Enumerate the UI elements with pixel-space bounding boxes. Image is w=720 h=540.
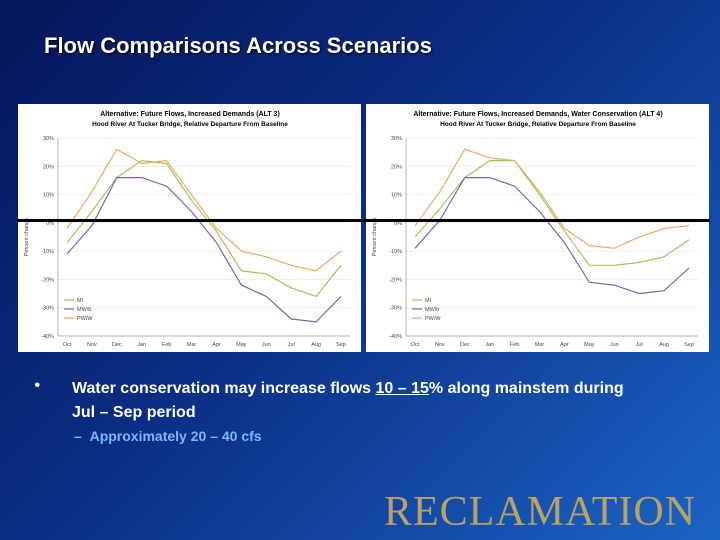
legend-label: PW/W [77, 316, 93, 322]
x-tick-label: Jun [610, 342, 619, 348]
chart-alt3: Alternative: Future Flows, Increased Dem… [24, 111, 350, 348]
x-tick-label: Jan [137, 342, 146, 348]
bullet-item: • Water conservation may increase flows … [30, 377, 632, 425]
series-line-mi [66, 159, 342, 298]
y-tick-label: 0% [394, 221, 402, 227]
x-tick-label: Apr [212, 342, 221, 348]
x-tick-label: Sep [336, 342, 346, 348]
x-tick-label: Nov [87, 342, 97, 348]
y-tick-label: 0% [46, 221, 54, 227]
legend-label: MI [425, 298, 432, 304]
series-line-pw-w [414, 148, 690, 249]
x-tick-label: Oct [411, 342, 420, 348]
bullet-dot: • [30, 377, 41, 394]
x-tick-label: Aug [311, 342, 321, 348]
x-tick-label: Feb [162, 342, 171, 348]
y-tick-label: 30% [43, 136, 54, 142]
x-tick-label: Mar [535, 342, 545, 348]
x-tick-label: Aug [659, 342, 669, 348]
x-tick-label: Nov [435, 342, 445, 348]
chart-title: Alternative: Future Flows, Increased Dem… [413, 111, 662, 118]
y-axis-label: Percent change [372, 218, 378, 257]
y-tick-label: -40% [389, 334, 402, 340]
reclamation-logo: RECLAMATION [384, 489, 696, 535]
x-tick-label: Jun [262, 342, 271, 348]
legend-label: PW/W [425, 316, 441, 322]
series-line-mi [414, 159, 690, 266]
y-tick-label: 10% [391, 193, 402, 199]
bullet-text: Water conservation may increase flows 10… [72, 380, 624, 421]
y-axis-label: Percent change [24, 218, 30, 257]
series-line-mw-b [66, 176, 342, 323]
y-tick-label: 20% [43, 164, 54, 170]
x-tick-label: Jul [288, 342, 295, 348]
y-tick-label: 10% [43, 193, 54, 199]
legend-label: MW/b [77, 307, 91, 313]
x-tick-label: Jan [485, 342, 494, 348]
x-tick-label: Jul [636, 342, 643, 348]
x-tick-label: Dec [112, 342, 122, 348]
chart-title: Alternative: Future Flows, Increased Dem… [100, 111, 280, 118]
legend-label: MW/b [425, 307, 439, 313]
sub-bullet: – Approximately 20 – 40 cfs [74, 428, 262, 444]
chart-panel-alt3: Alternative: Future Flows, Increased Dem… [18, 104, 361, 352]
y-tick-label: -20% [41, 277, 54, 283]
x-tick-label: May [584, 342, 595, 348]
y-tick-label: -40% [41, 334, 54, 340]
y-tick-label: -20% [389, 277, 402, 283]
y-tick-label: 20% [391, 164, 402, 170]
x-tick-label: May [236, 342, 247, 348]
series-line-pw-w [66, 148, 342, 272]
chart-subtitle: Hood River At Tucker Bridge, Relative De… [92, 121, 288, 128]
bullet-list: • Water conservation may increase flows … [30, 377, 632, 425]
chart-alt4: Alternative: Future Flows, Increased Dem… [372, 111, 698, 348]
x-tick-label: Apr [560, 342, 569, 348]
series-line-mw-b [414, 176, 690, 295]
x-tick-label: Mar [187, 342, 197, 348]
x-tick-label: Dec [460, 342, 470, 348]
slide-title: Flow Comparisons Across Scenarios [44, 33, 432, 58]
chart-subtitle: Hood River At Tucker Bridge, Relative De… [440, 121, 636, 128]
y-tick-label: -30% [41, 306, 54, 312]
zero-baseline-bar [18, 219, 710, 222]
y-tick-label: -30% [389, 306, 402, 312]
y-tick-label: 30% [391, 136, 402, 142]
chart-panel-alt4: Alternative: Future Flows, Increased Dem… [366, 104, 709, 352]
x-tick-label: Feb [510, 342, 519, 348]
y-tick-label: -10% [41, 249, 54, 255]
y-tick-label: -10% [389, 249, 402, 255]
x-tick-label: Sep [684, 342, 694, 348]
x-tick-label: Oct [63, 342, 72, 348]
legend-label: MI [77, 298, 84, 304]
